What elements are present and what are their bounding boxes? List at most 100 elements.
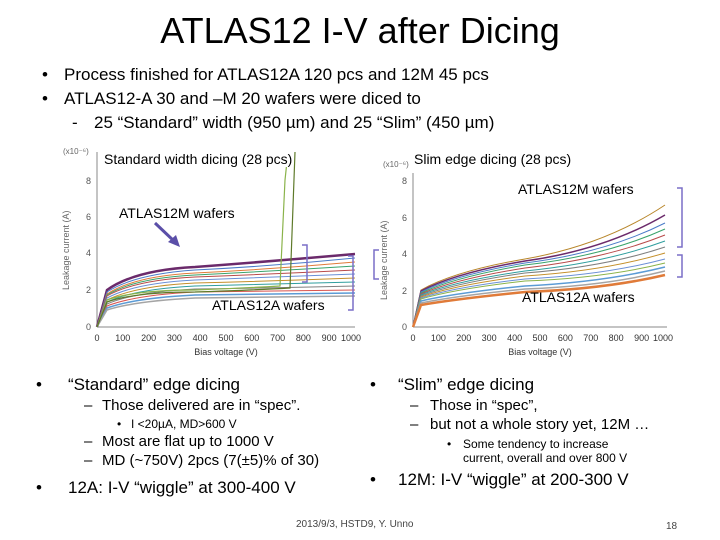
right-x-tick: 500 — [532, 333, 547, 343]
footer-text: 2013/9/3, HSTD9, Y. Unno — [296, 519, 414, 530]
left-note-heading2: • 12A: I-V “wiggle” at 300-400 V — [36, 478, 296, 497]
right-note-sub2a2: current, overall and over 800 V — [463, 451, 628, 465]
left-note-sub3: – MD (~750V) 2pcs (7(±5)% of 30) — [84, 452, 320, 469]
left-label-12a: ATLAS12A wafers — [212, 297, 325, 313]
right-x-tick: 700 — [583, 333, 598, 343]
bullet-dot: • — [117, 417, 122, 431]
left-x-tick: 500 — [218, 333, 233, 343]
right-x-ticks: 0 100 200 300 400 500 600 700 800 900 10… — [410, 333, 673, 343]
right-note-sub2: – but not a whole story yet, 12M … — [410, 416, 650, 433]
left-x-tick: 400 — [193, 333, 208, 343]
right-curve — [412, 228, 666, 328]
bullet-dash: – — [84, 397, 93, 414]
bullet-dash: – — [410, 397, 419, 414]
bullet-dash: - — [72, 113, 78, 132]
left-x-tick: 1000 — [341, 333, 361, 343]
right-curve — [412, 246, 666, 328]
right-left-bracket — [373, 249, 379, 280]
left-y-tick: 8 — [86, 176, 91, 186]
bullet-dot: • — [370, 375, 376, 394]
right-plot: (x10⁻⁶) Leakage current (A) 0 2 4 6 8 0 … — [373, 160, 683, 357]
left-curve — [96, 285, 356, 328]
right-x-label: Bias voltage (V) — [508, 347, 572, 357]
right-curve — [412, 234, 666, 328]
right-x-tick: 200 — [456, 333, 471, 343]
right-y-tick: 6 — [402, 213, 407, 223]
left-curve — [96, 261, 356, 328]
right-curves — [411, 204, 666, 328]
left-y-tick: 6 — [86, 212, 91, 222]
right-y-tick: 4 — [402, 249, 407, 259]
bullet-dot: • — [42, 89, 48, 108]
right-curve — [412, 214, 666, 328]
right-curve — [412, 222, 666, 328]
right-x-tick: 800 — [609, 333, 624, 343]
right-curve — [411, 273, 666, 328]
left-curve — [96, 273, 356, 328]
left-y-tick: 4 — [86, 248, 91, 258]
right-curve — [412, 258, 666, 328]
right-label-12m: ATLAS12M wafers — [518, 181, 634, 197]
left-curve — [96, 265, 356, 328]
bullet-dash: – — [410, 416, 419, 433]
right-note-sub2a1: • Some tendency to increase — [447, 437, 609, 451]
right-curve — [412, 204, 666, 328]
left-note-heading: • “Standard” edge dicing — [36, 375, 241, 394]
right-y-tick: 0 — [402, 322, 407, 332]
bullet-widths: -25 “Standard” width (950 µm) and 25 “Sl… — [72, 113, 495, 132]
right-plot-title: Slim edge dicing (28 pcs) — [414, 151, 572, 167]
right-x-tick: 100 — [431, 333, 446, 343]
slide-title: ATLAS12 I-V after Dicing — [160, 10, 560, 51]
left-curves — [95, 151, 356, 328]
right-12m-bracket — [677, 187, 683, 248]
left-x-tick: 900 — [322, 333, 337, 343]
right-x-tick: 900 — [634, 333, 649, 343]
right-note-sub1: – Those in “spec”, — [410, 397, 538, 414]
right-y-ticks: 0 2 4 6 8 — [402, 176, 407, 332]
left-x-tick: 300 — [167, 333, 182, 343]
right-label-12a: ATLAS12A wafers — [522, 289, 635, 305]
left-note-sub2: – Most are flat up to 1000 V — [84, 433, 274, 450]
bullet-dot: • — [36, 375, 42, 394]
right-curve — [412, 252, 666, 328]
left-plot: (x10⁻⁶) Leakage current (A) 0 2 4 6 8 0 … — [61, 147, 361, 357]
right-x-tick: 1000 — [653, 333, 673, 343]
right-12a-bracket — [677, 254, 683, 278]
right-y-label: Leakage current (A) — [379, 220, 389, 300]
left-curve — [96, 269, 356, 328]
page-number: 18 — [666, 521, 678, 532]
right-y-exponent: (x10⁻⁶) — [383, 160, 409, 169]
left-x-tick: 200 — [141, 333, 156, 343]
left-label-12m: ATLAS12M wafers — [119, 205, 235, 221]
left-x-tick: 600 — [244, 333, 259, 343]
left-x-tick: 700 — [270, 333, 285, 343]
right-curve — [412, 266, 666, 328]
left-y-ticks: 0 2 4 6 8 — [86, 176, 91, 332]
left-x-tick: 0 — [94, 333, 99, 343]
left-curve — [96, 277, 356, 328]
bullet-dot: • — [36, 478, 42, 497]
left-plot-title: Standard width dicing (28 pcs) — [104, 151, 293, 167]
left-12m-bracket — [302, 244, 308, 283]
left-note-sub1a: • I <20µA, MD>600 V — [117, 417, 237, 431]
left-curve-breakdown — [96, 151, 289, 328]
arrow-icon — [153, 221, 180, 247]
left-12a-bracket — [348, 255, 354, 311]
bullet-dot: • — [447, 437, 452, 451]
left-curve — [96, 292, 356, 328]
right-note-heading2: • 12M: I-V “wiggle” at 200-300 V — [370, 470, 629, 489]
left-y-tick: 2 — [86, 285, 91, 295]
right-y-tick: 8 — [402, 176, 407, 186]
right-x-tick: 300 — [482, 333, 497, 343]
right-x-tick: 600 — [558, 333, 573, 343]
right-y-tick: 2 — [402, 286, 407, 296]
left-x-label: Bias voltage (V) — [194, 347, 258, 357]
left-curve — [96, 295, 356, 328]
left-x-tick: 800 — [296, 333, 311, 343]
left-x-tick: 100 — [115, 333, 130, 343]
right-curve — [412, 270, 666, 328]
left-note-sub1: – Those delivered are in “spec”. — [84, 397, 301, 414]
right-x-tick: 0 — [410, 333, 415, 343]
left-curve — [95, 252, 356, 328]
left-y-exponent: (x10⁻⁶) — [63, 147, 89, 156]
